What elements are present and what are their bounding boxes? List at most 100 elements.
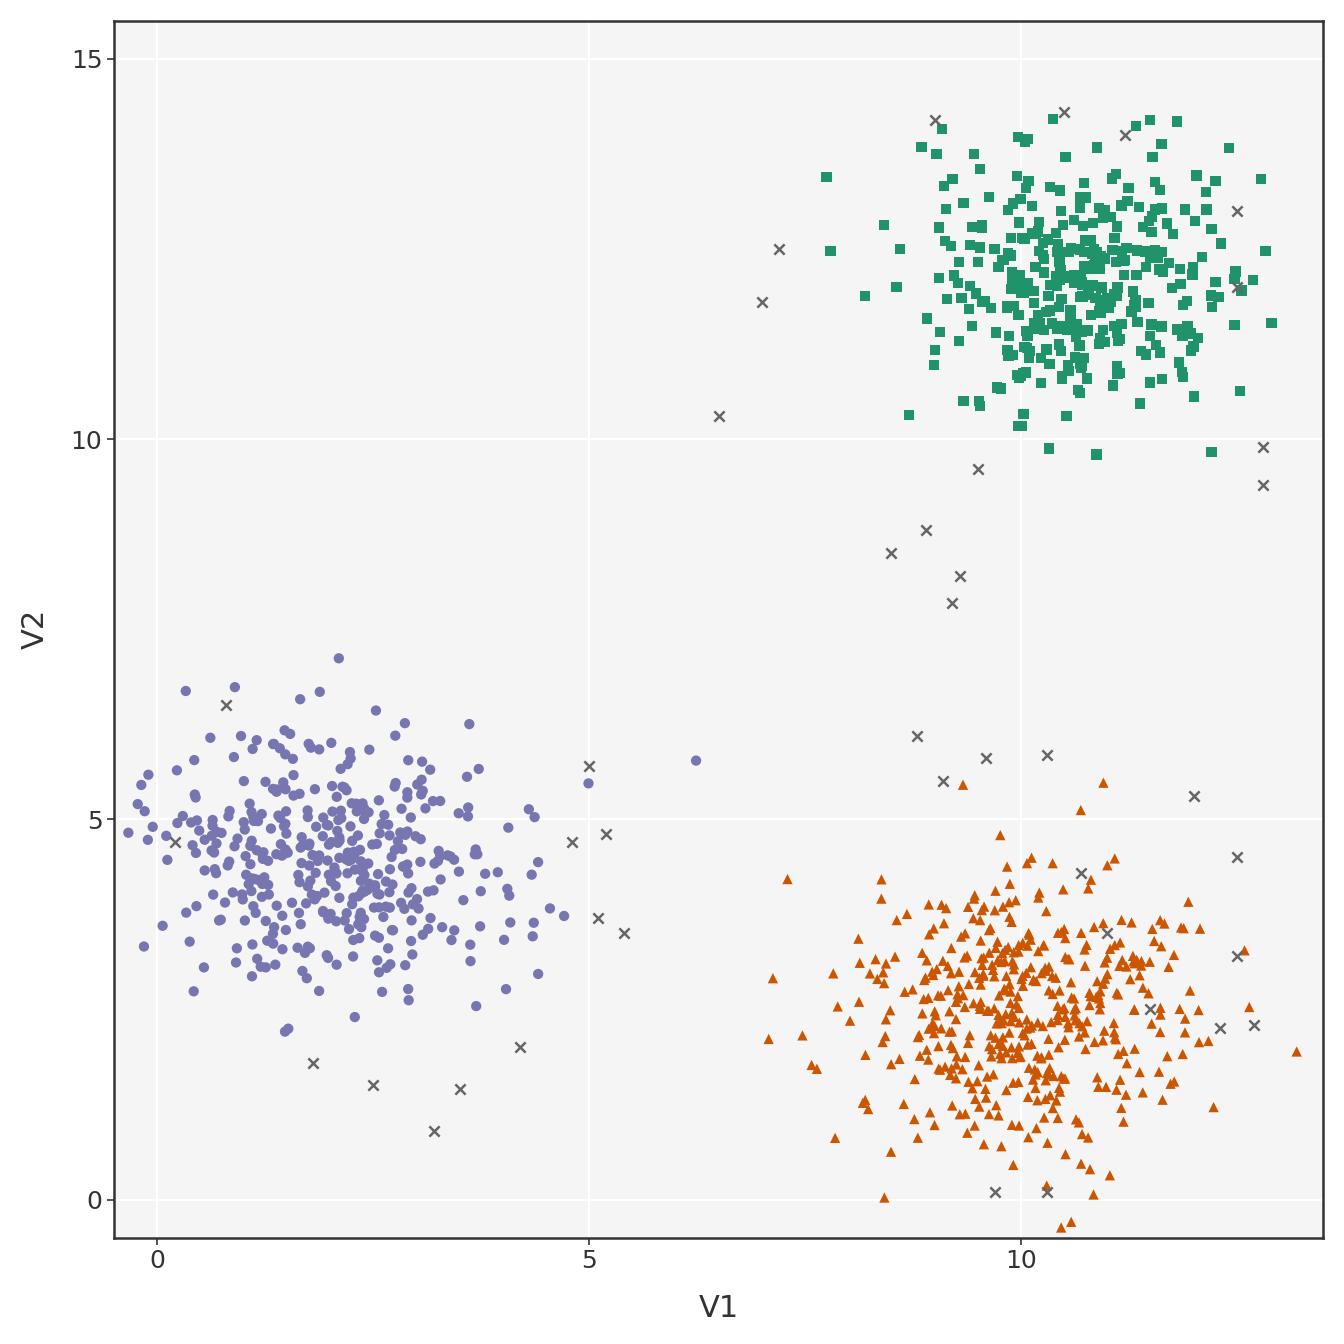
- Point: [1021, 1034, 1043, 1055]
- Point: [875, 953, 896, 974]
- Point: [1034, 1106, 1055, 1128]
- Point: [374, 804, 395, 825]
- Point: [1149, 1004, 1171, 1025]
- Point: [1110, 313, 1132, 335]
- Point: [278, 1017, 300, 1039]
- Point: [931, 118, 953, 140]
- Point: [1159, 253, 1180, 274]
- Point: [493, 929, 515, 950]
- Point: [929, 321, 950, 343]
- Point: [880, 1141, 902, 1163]
- Point: [1020, 957, 1042, 978]
- Point: [239, 853, 261, 875]
- Point: [384, 773, 406, 794]
- Point: [1051, 1066, 1073, 1087]
- Point: [1042, 965, 1063, 986]
- Point: [1149, 997, 1171, 1019]
- Point: [1011, 968, 1032, 989]
- Point: [1089, 333, 1110, 355]
- Point: [1038, 1044, 1059, 1066]
- Point: [1226, 847, 1247, 868]
- Point: [976, 1066, 997, 1087]
- Point: [1000, 981, 1021, 1003]
- Point: [297, 800, 319, 821]
- Point: [1055, 146, 1077, 168]
- Point: [1047, 1004, 1068, 1025]
- Point: [1032, 1015, 1054, 1036]
- Point: [266, 895, 288, 917]
- Point: [348, 886, 370, 907]
- Point: [410, 828, 431, 849]
- Point: [401, 878, 422, 899]
- Point: [179, 931, 200, 953]
- Point: [395, 954, 417, 976]
- Point: [411, 769, 433, 790]
- Point: [1097, 288, 1118, 309]
- Point: [1122, 950, 1144, 972]
- Point: [996, 297, 1017, 319]
- Point: [384, 839, 406, 860]
- Point: [1150, 935, 1172, 957]
- Point: [969, 968, 991, 989]
- Point: [1121, 301, 1142, 323]
- Point: [875, 1025, 896, 1047]
- Point: [1077, 320, 1098, 341]
- Point: [1075, 934, 1097, 956]
- Point: [964, 1114, 985, 1136]
- Point: [1070, 286, 1091, 308]
- Point: [1070, 187, 1091, 208]
- Point: [316, 945, 337, 966]
- Point: [175, 680, 196, 702]
- Point: [1157, 1046, 1179, 1067]
- Point: [203, 884, 224, 906]
- Point: [965, 282, 986, 304]
- Point: [927, 1058, 949, 1079]
- Point: [164, 832, 185, 853]
- Point: [969, 159, 991, 180]
- Point: [382, 919, 403, 941]
- Point: [367, 950, 388, 972]
- Point: [255, 771, 277, 793]
- Point: [1086, 242, 1107, 263]
- Point: [241, 801, 262, 823]
- Point: [999, 906, 1020, 927]
- Point: [949, 1103, 970, 1125]
- Point: [969, 995, 991, 1016]
- Point: [1039, 300, 1060, 321]
- Point: [289, 784, 310, 805]
- Point: [1071, 274, 1093, 296]
- Point: [353, 797, 375, 818]
- Point: [1016, 1017, 1038, 1039]
- Point: [961, 216, 982, 238]
- Point: [927, 1035, 949, 1056]
- Point: [1111, 949, 1133, 970]
- Point: [1089, 198, 1110, 219]
- Point: [1020, 1017, 1042, 1039]
- Point: [317, 909, 339, 930]
- Point: [292, 835, 313, 856]
- Point: [219, 851, 241, 872]
- Point: [331, 800, 352, 821]
- Point: [1027, 1062, 1048, 1083]
- Point: [801, 1054, 823, 1075]
- Point: [1042, 1097, 1063, 1118]
- Point: [204, 859, 226, 880]
- Point: [958, 298, 980, 320]
- Point: [371, 981, 392, 1003]
- Point: [456, 766, 477, 788]
- Point: [923, 109, 945, 130]
- Point: [1107, 363, 1129, 384]
- Point: [978, 942, 1000, 964]
- Point: [939, 1064, 961, 1086]
- Point: [917, 950, 938, 972]
- Point: [242, 895, 263, 917]
- Point: [1015, 177, 1036, 199]
- Point: [1149, 910, 1171, 931]
- Point: [948, 988, 969, 1009]
- Point: [954, 946, 976, 968]
- Point: [366, 833, 387, 855]
- Point: [1152, 198, 1173, 219]
- Point: [984, 899, 1005, 921]
- Point: [1024, 223, 1046, 245]
- Point: [289, 871, 310, 892]
